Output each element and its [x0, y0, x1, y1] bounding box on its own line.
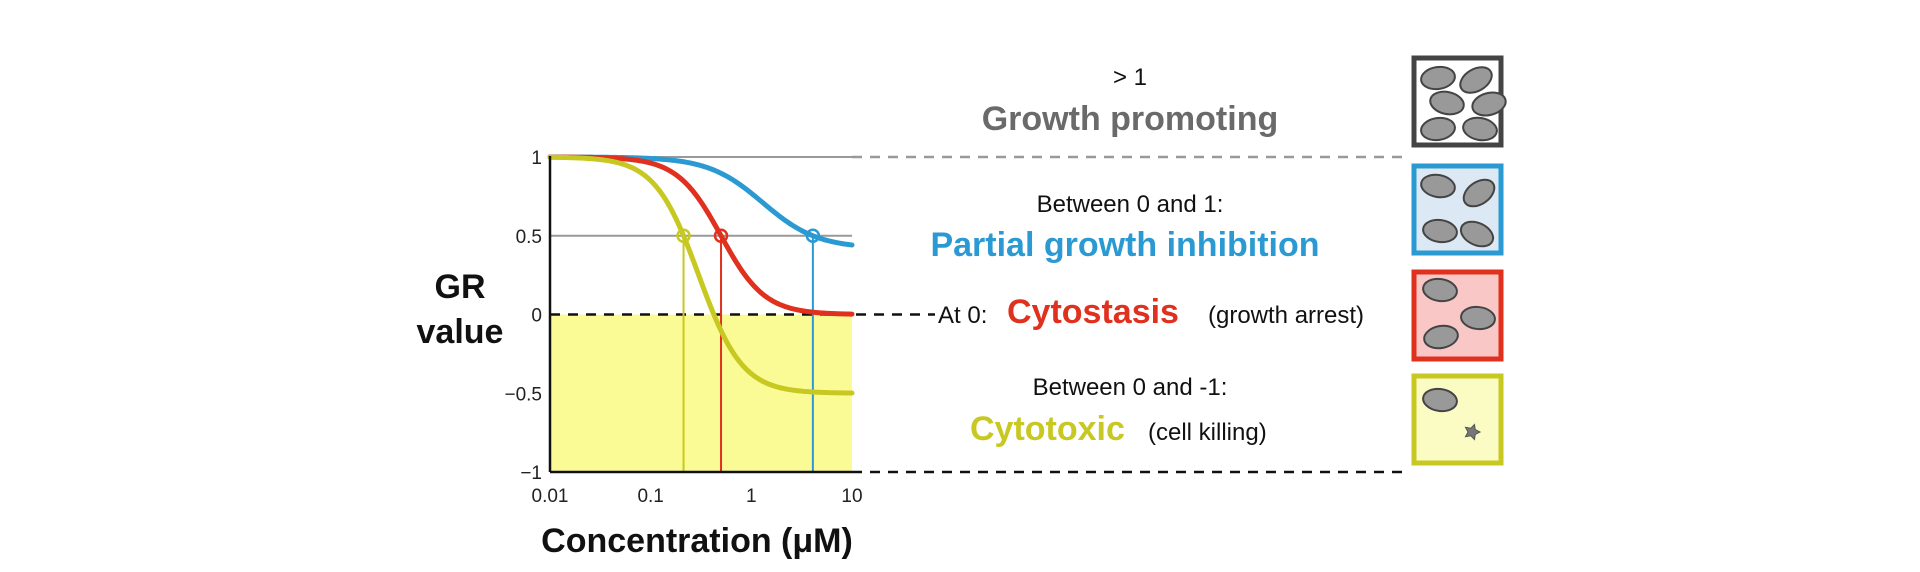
tick-labels: −1 −0.5 0 0.5 1 0.01 0.1 1 10 — [504, 148, 862, 507]
reference-lines — [550, 156, 852, 237]
category-cytostasis: At 0: Cytostasis (growth arrest) — [938, 293, 1364, 331]
cell — [1429, 90, 1465, 116]
x-tick-label: 10 — [841, 486, 862, 507]
cell — [1471, 91, 1507, 117]
gr50-marker-1 — [805, 228, 821, 243]
y-axis-title-line2: value — [417, 313, 504, 351]
gr50-markers — [676, 228, 821, 243]
growth-promoting-label: Growth promoting — [982, 100, 1279, 138]
y-tick-label: 0 — [531, 306, 542, 327]
growth-promoting-range: > 1 — [1113, 64, 1147, 91]
cell — [1420, 65, 1456, 91]
gr50-drop-lines — [682, 235, 814, 472]
y-tick-label: −0.5 — [504, 384, 542, 405]
panel-frame-cytotoxic — [1411, 373, 1504, 466]
cell — [1460, 305, 1496, 331]
y-tick-label: 1 — [531, 148, 542, 169]
x-axis-title: Concentration (μM) — [541, 522, 853, 560]
cell — [1422, 218, 1458, 244]
cell-panels — [1411, 55, 1507, 466]
x-tick-label: 0.01 — [532, 486, 569, 507]
cell — [1422, 387, 1458, 413]
y-tick-label: −1 — [520, 463, 542, 484]
x-tick-label: 1 — [746, 486, 757, 507]
y-tick-label: 0.5 — [516, 227, 542, 248]
gr-curves — [547, 154, 855, 396]
axes — [548, 156, 852, 474]
cytotoxic-range: Between 0 and -1: — [1033, 374, 1228, 401]
panel-partial-inhibition — [1411, 163, 1504, 256]
cytostasis-prefix: At 0: — [938, 302, 987, 329]
x-tick-label: 0.1 — [637, 486, 663, 507]
panel-cytostasis — [1411, 269, 1504, 362]
cytostasis-label: Cytostasis — [1007, 293, 1179, 331]
category-cytotoxic: Between 0 and -1: Cytotoxic (cell killin… — [970, 374, 1267, 448]
gr50-marker-2 — [713, 228, 729, 243]
partial-inhibition-range: Between 0 and 1: — [1037, 191, 1224, 218]
cell — [1462, 116, 1498, 142]
panel-growth-promoting — [1411, 55, 1507, 148]
cell — [1422, 277, 1458, 303]
cell — [1420, 116, 1456, 142]
cell — [1420, 173, 1456, 199]
threshold-dashed-lines — [550, 155, 1408, 474]
cell — [1459, 66, 1493, 94]
cell — [1423, 324, 1459, 350]
gr-curve-3 — [547, 154, 855, 396]
cytotoxic-suffix: (cell killing) — [1148, 419, 1267, 446]
cytotoxic-label: Cytotoxic — [970, 410, 1125, 448]
cytostasis-suffix: (growth arrest) — [1208, 302, 1364, 329]
gr50-marker-3 — [676, 228, 691, 243]
y-axis-title-line1: GR — [435, 268, 486, 306]
category-growth-promoting: > 1 Growth promoting — [982, 64, 1279, 138]
category-partial-inhibition: Between 0 and 1: Partial growth inhibiti… — [930, 191, 1319, 264]
panel-cytotoxic — [1411, 373, 1504, 466]
cell — [1462, 178, 1496, 208]
cell — [1459, 220, 1495, 248]
dead-cell-fragment — [1464, 423, 1482, 441]
partial-inhibition-label: Partial growth inhibition — [930, 226, 1319, 264]
